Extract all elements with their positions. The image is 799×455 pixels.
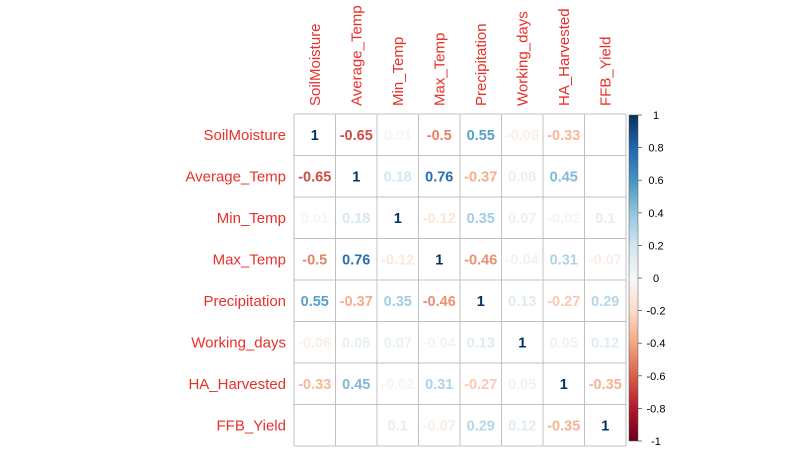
row-label: Working_days — [191, 334, 286, 351]
cell-value: 1 — [601, 418, 609, 434]
cell-value: 0.35 — [467, 211, 495, 227]
cell-value: 1 — [560, 377, 568, 393]
cell-value: 0.45 — [342, 377, 370, 393]
column-label: HA_Harvested — [556, 8, 573, 106]
cell-value: -0.65 — [340, 128, 373, 144]
cell-value: -0.02 — [381, 377, 414, 393]
colorbar-tick-label: 0.6 — [648, 175, 663, 187]
cell-value: 0.45 — [550, 169, 578, 185]
row-label: Max_Temp — [213, 251, 286, 268]
cell-value: -0.46 — [423, 294, 456, 310]
cell-value: -0.35 — [547, 418, 580, 434]
colorbar-tick-label: -0.6 — [647, 371, 666, 383]
column-label: Max_Temp — [431, 33, 448, 106]
matrix-grid — [293, 113, 627, 447]
cell-value: -0.27 — [464, 377, 497, 393]
cell-value: -0.5 — [302, 252, 327, 268]
colorbar-tick-label: 0.4 — [648, 208, 663, 220]
colorbar-tick-label: -0.4 — [647, 338, 666, 350]
matrix-cells: 1 -0.65 0.01 -0.5 0.55 -0.06 -0.33 -0.65 1 0.18 0.… — [298, 128, 622, 435]
cell-value: -0.12 — [423, 211, 456, 227]
cell-value: 0.05 — [550, 335, 578, 351]
colorbar-tick-label: 1 — [653, 110, 659, 122]
column-label: Min_Temp — [390, 37, 407, 106]
cell-value: 0.31 — [550, 252, 578, 268]
colorbar-tick-label: -1 — [651, 436, 661, 448]
colorbar-gradient — [628, 114, 639, 442]
cell-value: -0.37 — [464, 169, 497, 185]
cell-value: 0.55 — [467, 128, 495, 144]
color-legend: 1 0.8 0.6 0.4 0.2 0 -0.2 -0.4 -0.6 -0.8 -1 — [628, 110, 666, 448]
cell-value: 0.07 — [384, 335, 412, 351]
cell-value: 1 — [352, 169, 360, 185]
cell-value: 0.08 — [342, 335, 370, 351]
cell-value: 0.35 — [384, 294, 412, 310]
cell-value: -0.33 — [547, 128, 580, 144]
column-labels: SoilMoisture Average_Temp Min_Temp Max_Temp… — [307, 5, 615, 106]
cell-value: 0.12 — [591, 335, 619, 351]
cell-value: -0.46 — [464, 252, 497, 268]
cell-value: 1 — [477, 294, 485, 310]
cell-value: 0.05 — [508, 377, 536, 393]
colorbar-tick-label: 0 — [653, 273, 659, 285]
cell-value: 0.31 — [425, 377, 453, 393]
cell-value: -0.27 — [547, 294, 580, 310]
column-label: SoilMoisture — [307, 23, 324, 106]
row-label: HA_Harvested — [188, 376, 286, 393]
row-label: FFB_Yield — [217, 417, 286, 434]
cell-value: -0.65 — [298, 169, 331, 185]
cell-value: 0.18 — [384, 169, 412, 185]
cell-value: 0.01 — [301, 211, 329, 227]
cell-value: 0.76 — [425, 169, 453, 185]
cell-value: 1 — [394, 211, 402, 227]
column-label: Average_Temp — [348, 5, 365, 106]
cell-value: 0.76 — [342, 252, 370, 268]
row-label: Average_Temp — [185, 168, 286, 185]
cell-value: 0.1 — [595, 211, 615, 227]
cell-value: -0.07 — [423, 418, 456, 434]
column-label: Precipitation — [473, 23, 490, 106]
cell-value: -0.07 — [589, 252, 622, 268]
cell-value: -0.37 — [340, 294, 373, 310]
cell-value: 0.1 — [388, 418, 408, 434]
row-labels: SoilMoisture Average_Temp Min_Temp Max_Temp… — [185, 127, 286, 435]
cell-value: 0.18 — [342, 211, 370, 227]
cell-value: 0.13 — [467, 335, 495, 351]
cell-value: 0.13 — [508, 294, 536, 310]
cell-value: -0.33 — [298, 377, 331, 393]
cell-value: -0.06 — [506, 128, 539, 144]
cell-value: 1 — [518, 335, 526, 351]
cell-value: 0.07 — [508, 211, 536, 227]
colorbar-tick-label: 0.8 — [648, 143, 663, 155]
row-label: Precipitation — [203, 293, 286, 310]
cell-value: -0.06 — [298, 335, 331, 351]
column-label: FFB_Yield — [597, 37, 614, 106]
cell-value: 0.08 — [508, 169, 536, 185]
colorbar-tick-label: 0.2 — [648, 240, 663, 252]
cell-value: 0.01 — [384, 128, 412, 144]
colorbar-tick-label: -0.8 — [647, 403, 666, 415]
cell-value: -0.35 — [589, 377, 622, 393]
cell-value: 0.12 — [508, 418, 536, 434]
column-label: Working_days — [514, 11, 531, 106]
row-label: SoilMoisture — [203, 127, 286, 144]
cell-value: -0.04 — [506, 252, 539, 268]
cell-value: -0.5 — [427, 128, 452, 144]
cell-value: 0.29 — [591, 294, 619, 310]
cell-value: -0.04 — [423, 335, 456, 351]
cell-value: -0.02 — [547, 211, 580, 227]
cell-value: -0.12 — [381, 252, 414, 268]
cell-value: 1 — [435, 252, 443, 268]
row-label: Min_Temp — [217, 210, 286, 227]
cell-value: 0.55 — [301, 294, 329, 310]
cell-value: 1 — [311, 128, 319, 144]
cell-value: 0.29 — [467, 418, 495, 434]
colorbar-tick-label: -0.2 — [647, 306, 666, 318]
